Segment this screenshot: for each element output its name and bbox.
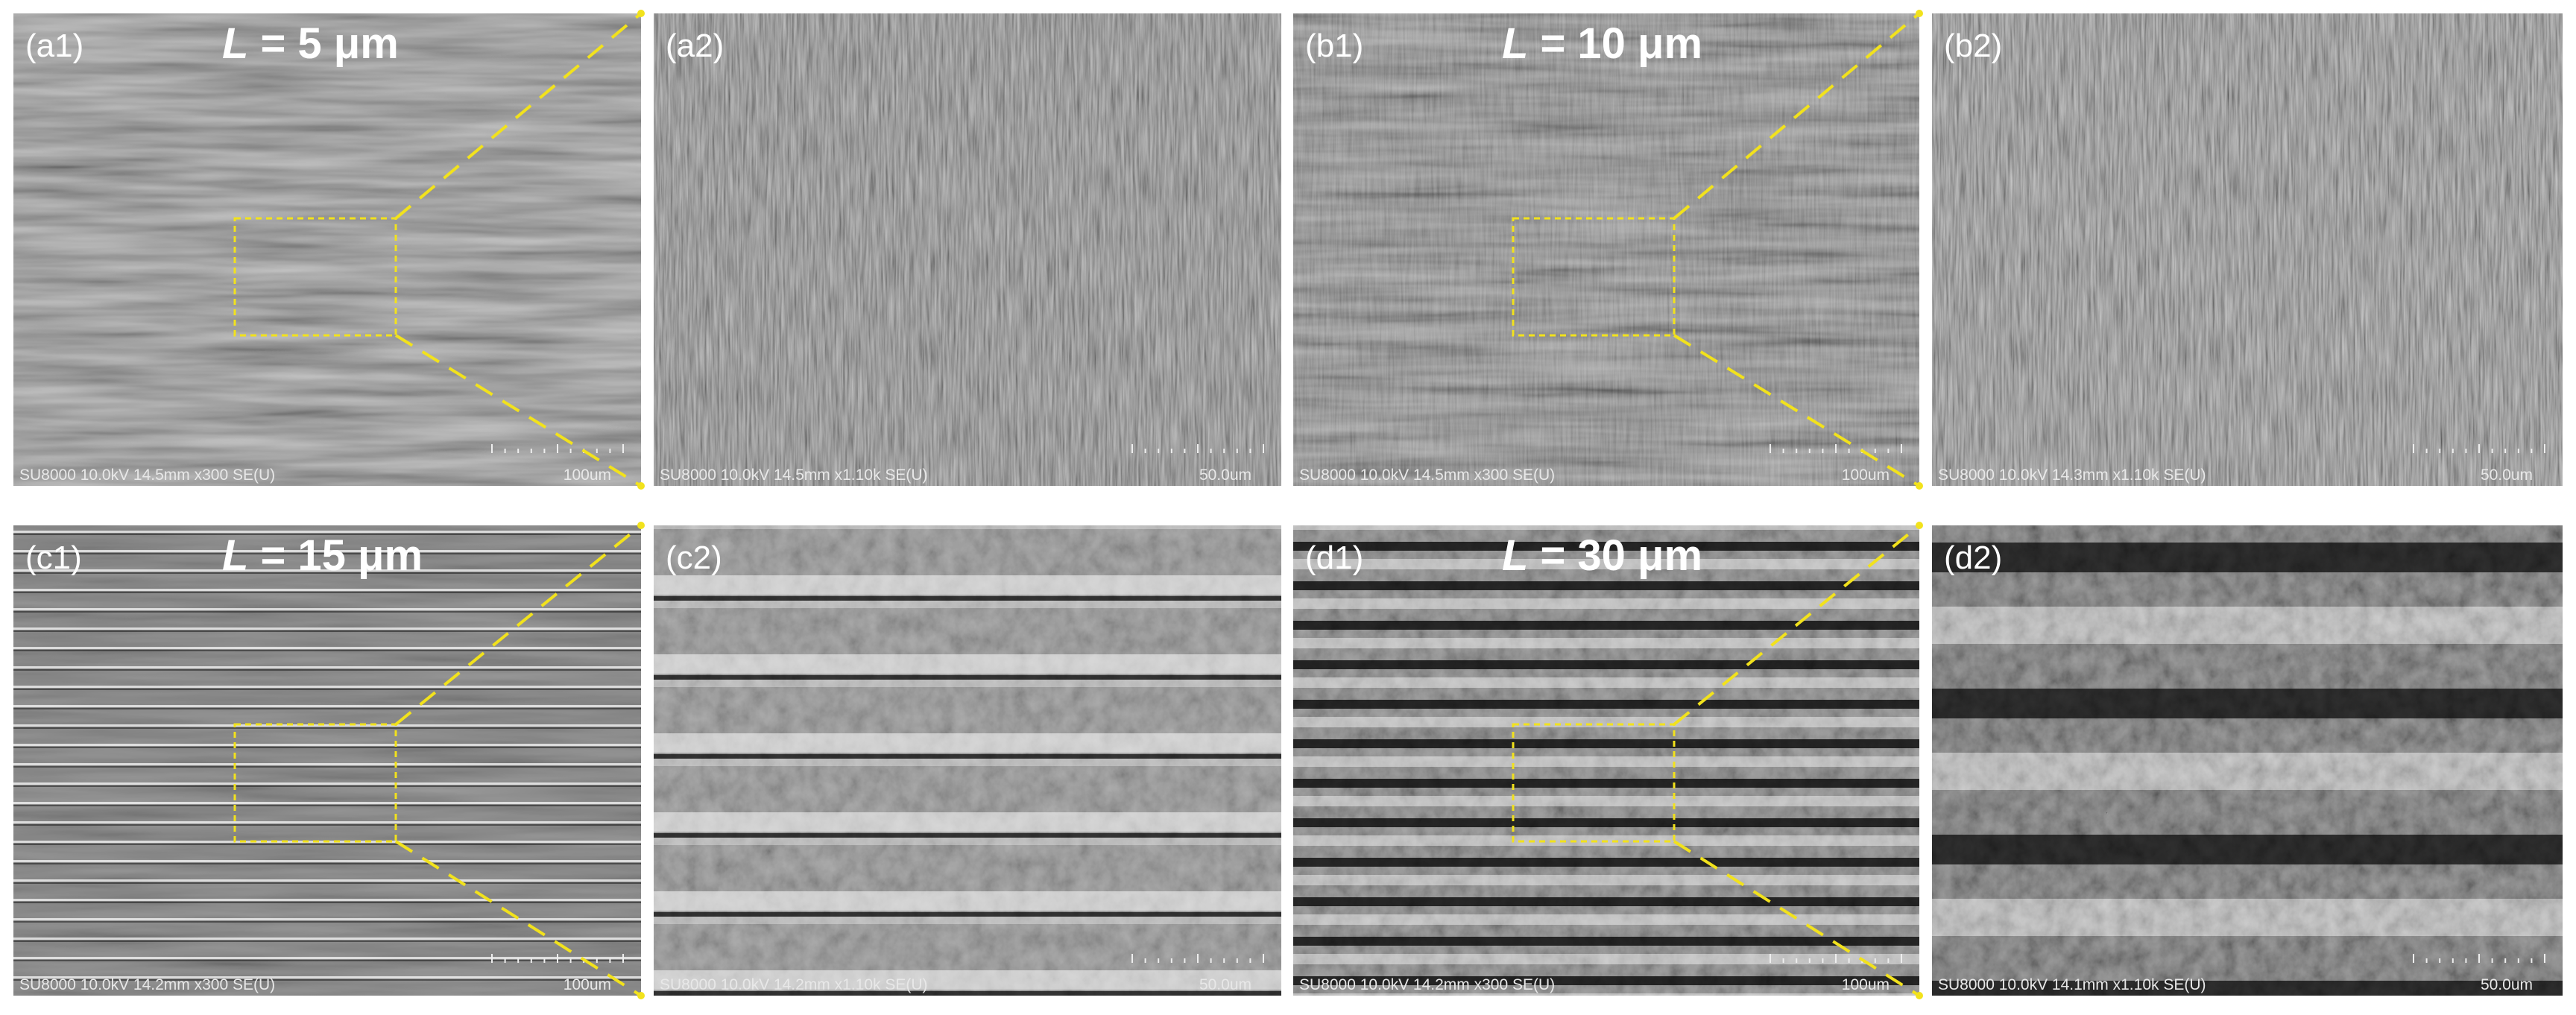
length-text: = 30 μm (1540, 531, 1702, 580)
panel-label: (b2) (1944, 28, 2002, 64)
panel: (b2) SU8000 10.0kV 14.3mm x1.10k SE(U) 50.… (1932, 13, 2563, 486)
instrument-info: SU8000 10.0kV 14.1mm x1.10k SE(U) (1938, 976, 2206, 993)
length-label: L = 15 μm (222, 531, 423, 580)
micrograph-texture (13, 13, 641, 486)
micrograph-texture (1293, 525, 1919, 996)
corner-dot (637, 522, 645, 529)
panel: (a2) SU8000 10.0kV 14.5mm x1.10k SE(U) 50.… (654, 13, 1281, 486)
instrument-info: SU8000 10.0kV 14.5mm x300 SE(U) (1299, 467, 1555, 484)
length-label: L = 30 μm (1502, 531, 1702, 580)
length-text: = 5 μm (260, 19, 398, 68)
panel: (b1) L = 10 μm SU8000 10.0kV 14.5mm x300 SE… (1293, 13, 1919, 486)
zoom-box (233, 723, 397, 843)
zoom-line (394, 334, 643, 487)
zoom-line (1673, 12, 1921, 220)
panel-label: (a2) (666, 28, 724, 64)
corner-dot (1916, 10, 1923, 17)
panel-label: (c2) (666, 540, 722, 576)
zoom-box (233, 217, 397, 337)
zoom-line (1673, 840, 1921, 997)
corner-dot (637, 992, 645, 999)
scale-label: 100um (1842, 976, 1890, 993)
instrument-info: SU8000 10.0kV 14.3mm x1.10k SE(U) (1938, 467, 2206, 484)
length-symbol: L (222, 19, 248, 68)
scale-label: 50.0um (1199, 976, 1251, 993)
micrograph-texture (1932, 525, 2563, 996)
panel: (c1) L = 15 μm SU8000 10.0kV 14.2mm x300 SE… (13, 525, 641, 996)
length-label: L = 5 μm (222, 19, 399, 68)
zoom-line (394, 840, 643, 997)
panel-label: (b1) (1305, 28, 1363, 64)
scale-label: 50.0um (2481, 976, 2533, 993)
panel-label: (c1) (25, 540, 82, 576)
corner-dot (637, 10, 645, 17)
panel: (a1) L = 5 μm SU8000 10.0kV 14.5mm x300 SE(… (13, 13, 641, 486)
panel: (c2) SU8000 10.0kV 14.2mm x1.10k SE(U) 50.… (654, 525, 1281, 996)
length-symbol: L (222, 531, 248, 580)
micrograph-texture (13, 525, 641, 996)
instrument-info: SU8000 10.0kV 14.2mm x300 SE(U) (19, 976, 275, 993)
micrograph-texture (654, 525, 1281, 996)
length-text: = 15 μm (260, 531, 423, 580)
corner-dot (1916, 522, 1923, 529)
corner-dot (1916, 992, 1923, 999)
micrograph-texture (654, 13, 1281, 486)
micrograph-texture (1932, 13, 2563, 486)
scale-label: 50.0um (2481, 467, 2533, 484)
instrument-info: SU8000 10.0kV 14.2mm x300 SE(U) (1299, 976, 1555, 993)
scale-label: 100um (564, 976, 611, 993)
micrograph-texture (1293, 13, 1919, 486)
panel: (d1) L = 30 μm SU8000 10.0kV 14.2mm x300 SE… (1293, 525, 1919, 996)
panel-label: (d1) (1305, 540, 1363, 576)
instrument-info: SU8000 10.0kV 14.5mm x300 SE(U) (19, 467, 275, 484)
scale-label: 50.0um (1199, 467, 1251, 484)
zoom-line (1673, 334, 1921, 487)
instrument-info: SU8000 10.0kV 14.5mm x1.10k SE(U) (660, 467, 928, 484)
scale-label: 100um (1842, 467, 1890, 484)
scale-label: 100um (564, 467, 611, 484)
panel: (d2) SU8000 10.0kV 14.1mm x1.10k SE(U) 50.… (1932, 525, 2563, 996)
zoom-line (1673, 524, 1921, 726)
length-text: = 10 μm (1540, 19, 1702, 68)
zoom-box (1512, 723, 1676, 843)
zoom-box (1512, 217, 1676, 337)
corner-dot (637, 482, 645, 490)
length-label: L = 10 μm (1502, 19, 1702, 68)
corner-dot (1916, 482, 1923, 490)
length-symbol: L (1502, 19, 1528, 68)
length-symbol: L (1502, 531, 1528, 580)
panel-label: (a1) (25, 28, 83, 64)
zoom-line (394, 524, 643, 726)
instrument-info: SU8000 10.0kV 14.2mm x1.10k SE(U) (660, 976, 928, 993)
panel-label: (d2) (1944, 540, 2002, 576)
zoom-line (394, 12, 643, 220)
